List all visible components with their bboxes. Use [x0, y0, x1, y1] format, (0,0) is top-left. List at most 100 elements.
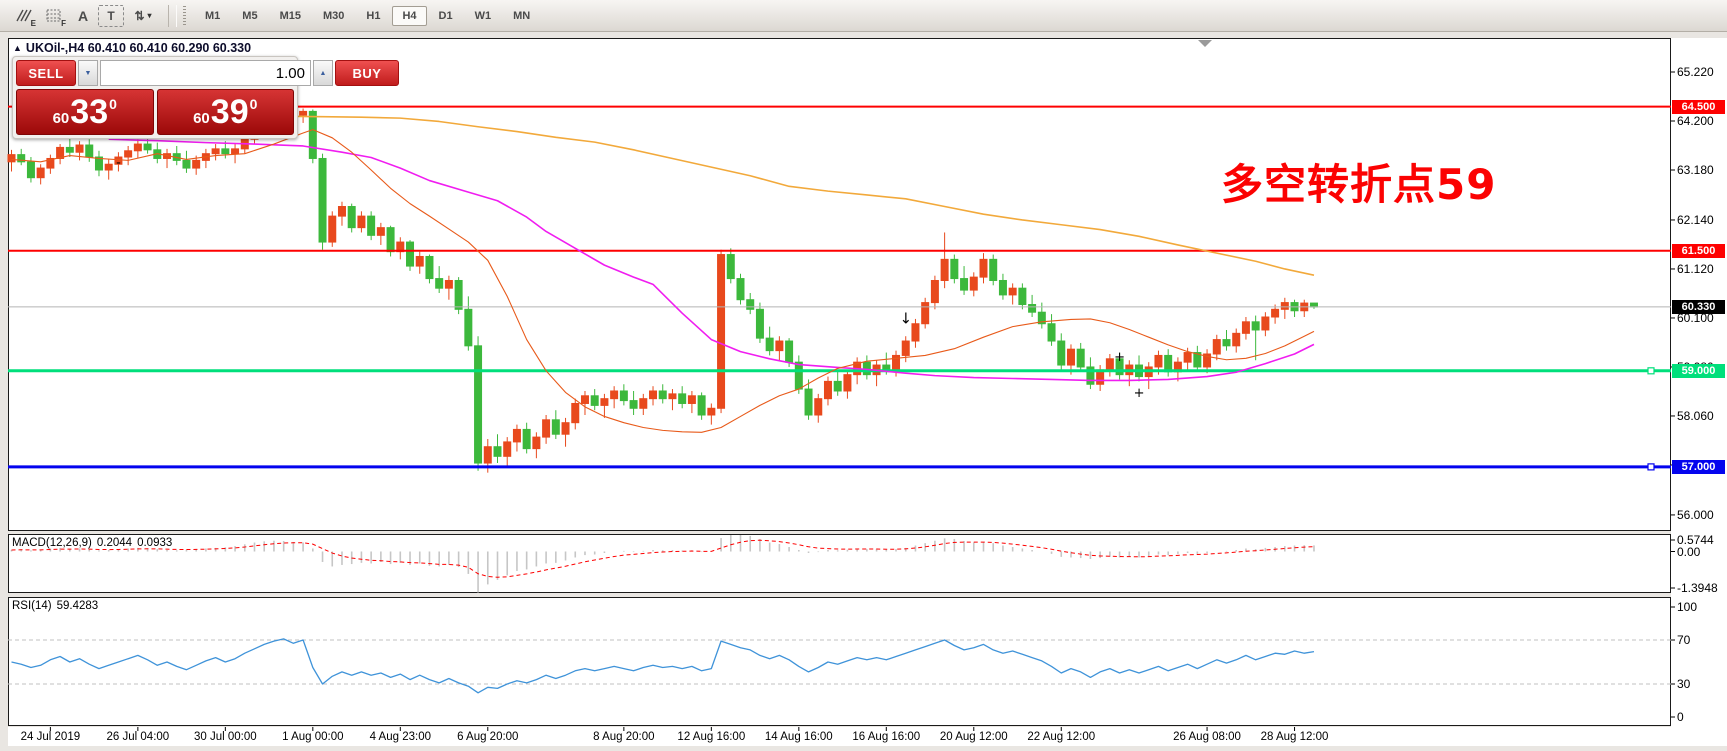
candle [882, 364, 891, 371]
timeframe-button-h1[interactable]: H1 [366, 9, 381, 22]
timeframe-button-mn[interactable]: MN [513, 9, 531, 22]
rsi-axis-tick: 100 [1677, 600, 1698, 614]
price-line-badge-59.000: 59.000 [1672, 363, 1725, 378]
rsi-line [11, 638, 1315, 694]
hline-handle[interactable] [1647, 367, 1655, 375]
price-line-badge-64.500: 64.500 [1672, 99, 1725, 114]
candle [94, 156, 103, 171]
symbol-ohlc-text: UKOil-,H4 60.410 60.410 60.290 60.330 [25, 41, 252, 55]
date-axis-label: 28 Aug 12:00 [1260, 731, 1329, 743]
sell-price-button[interactable]: 60 33 0 [16, 89, 154, 135]
letter-a-glyph: A [77, 7, 89, 24]
candle [182, 159, 191, 169]
chart-shift-marker-icon[interactable] [1198, 40, 1212, 47]
candle [415, 255, 424, 267]
toolbar-grip[interactable] [183, 5, 186, 26]
candle [386, 227, 395, 253]
rsi-name: RSI(14) [12, 600, 52, 612]
date-axis-label: 20 Aug 12:00 [939, 731, 1008, 743]
timeframe-bar: M1 M5 M15 M30 H1 H4 D1 W1 MN [194, 5, 541, 26]
macd-name: MACD(12,26,9) [12, 537, 92, 549]
hline-handle[interactable] [1647, 463, 1655, 471]
buy-price-button[interactable]: 60 39 0 [156, 89, 294, 135]
candle [668, 393, 677, 400]
chart-marker[interactable]: + [1114, 350, 1125, 365]
timeframe-button-w1[interactable]: W1 [474, 9, 492, 22]
candle [755, 308, 764, 339]
candle [814, 398, 823, 416]
macd-signal-value: 0.0933 [137, 537, 173, 549]
candle [785, 340, 794, 363]
current-price-badge: 60.330 [1672, 299, 1725, 314]
candle [406, 241, 415, 267]
candle [357, 215, 366, 229]
timeframe-button-h4[interactable]: H4 [392, 5, 427, 26]
candle [474, 345, 483, 464]
chart-marker[interactable]: ↓ [899, 310, 912, 328]
timeframe-button-m5[interactable]: M5 [242, 9, 258, 22]
candle [561, 422, 570, 435]
price-line-badge-61.500: 61.500 [1672, 243, 1725, 258]
candle [1222, 339, 1231, 347]
timeframe-button-m15[interactable]: M15 [279, 9, 301, 22]
date-axis-label: 4 Aug 23:00 [369, 731, 431, 743]
candle [337, 206, 346, 217]
candle [600, 398, 609, 406]
candle [717, 254, 726, 409]
candle [1154, 354, 1163, 368]
volume-increase-button[interactable]: ▲ [313, 60, 333, 86]
candle [765, 337, 774, 352]
candle [960, 278, 969, 291]
date-axis-label: 24 Jul 2019 [20, 731, 81, 743]
candle [930, 279, 939, 304]
candle [192, 159, 201, 169]
sell-price-big: 33 [70, 92, 109, 131]
candle [347, 206, 356, 229]
candle [211, 148, 220, 155]
candle [65, 146, 74, 153]
draw-study-icon[interactable]: E [8, 3, 38, 29]
date-axis-label: 8 Aug 20:00 [593, 731, 655, 743]
candle [308, 110, 317, 159]
candle [367, 215, 376, 236]
chart-text-annotation[interactable]: 多空转折点59 [1221, 160, 1497, 209]
one-click-trade-panel: SELL ▼ ▲ BUY 60 33 0 60 39 0 [12, 56, 399, 139]
collapse-triangle-icon[interactable]: ▲ [13, 43, 22, 53]
price-axis-tick: 60.100 [1677, 310, 1714, 325]
candle [629, 400, 638, 409]
chart-marker[interactable]: - [116, 156, 121, 171]
candle [483, 446, 492, 464]
candle [114, 156, 123, 165]
letter-t-glyph: T [107, 8, 115, 23]
date-axis-label: 16 Aug 16:00 [852, 731, 921, 743]
arrange-windows-icon[interactable]: ⇅ ▾ [124, 3, 162, 29]
candle [1203, 353, 1212, 368]
timeframe-button-m30[interactable]: M30 [322, 9, 345, 22]
price-axis-tick: 62.140 [1677, 212, 1714, 227]
volume-input[interactable] [100, 60, 311, 86]
candle [1241, 321, 1250, 334]
candle [435, 278, 444, 289]
text-label-icon[interactable]: A [68, 3, 98, 29]
candle [687, 395, 696, 404]
candle [1037, 311, 1046, 325]
sell-button[interactable]: SELL [16, 60, 76, 86]
candle [143, 143, 152, 151]
candle [104, 163, 113, 171]
timeframe-button-m1[interactable]: M1 [205, 9, 221, 22]
timeframe-button-d1[interactable]: D1 [438, 9, 453, 22]
chart-marker[interactable]: + [1134, 386, 1145, 401]
text-box-icon[interactable]: T [98, 4, 124, 27]
candle [794, 361, 803, 390]
candle [532, 436, 541, 450]
candle [1193, 352, 1202, 368]
toolbar-separator [168, 4, 177, 27]
icon-sub-label: E [30, 18, 36, 28]
price-axis-tick: 65.220 [1677, 65, 1714, 79]
volume-decrease-button[interactable]: ▼ [78, 60, 98, 86]
buy-button[interactable]: BUY [335, 60, 399, 86]
sort-arrows-glyph: ⇅ [134, 8, 145, 23]
grid-icon[interactable]: F [38, 3, 68, 29]
ma-slow-orange [273, 115, 1315, 276]
macd-label: MACD(12,26,9) 0.2044 0.0933 [12, 537, 177, 549]
